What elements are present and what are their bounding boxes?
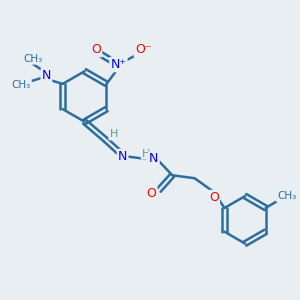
Text: H: H — [110, 129, 118, 139]
Text: CH₃: CH₃ — [23, 54, 43, 64]
Text: H: H — [142, 148, 150, 159]
Text: N⁺: N⁺ — [110, 58, 126, 71]
Text: N: N — [42, 69, 51, 82]
Text: CH₃: CH₃ — [11, 80, 31, 90]
Text: N: N — [149, 152, 159, 165]
Text: O⁻: O⁻ — [135, 43, 151, 56]
Text: O: O — [91, 43, 101, 56]
Text: O: O — [209, 191, 219, 204]
Text: N: N — [118, 150, 127, 163]
Text: CH₃: CH₃ — [277, 191, 296, 201]
Text: O: O — [146, 187, 156, 200]
